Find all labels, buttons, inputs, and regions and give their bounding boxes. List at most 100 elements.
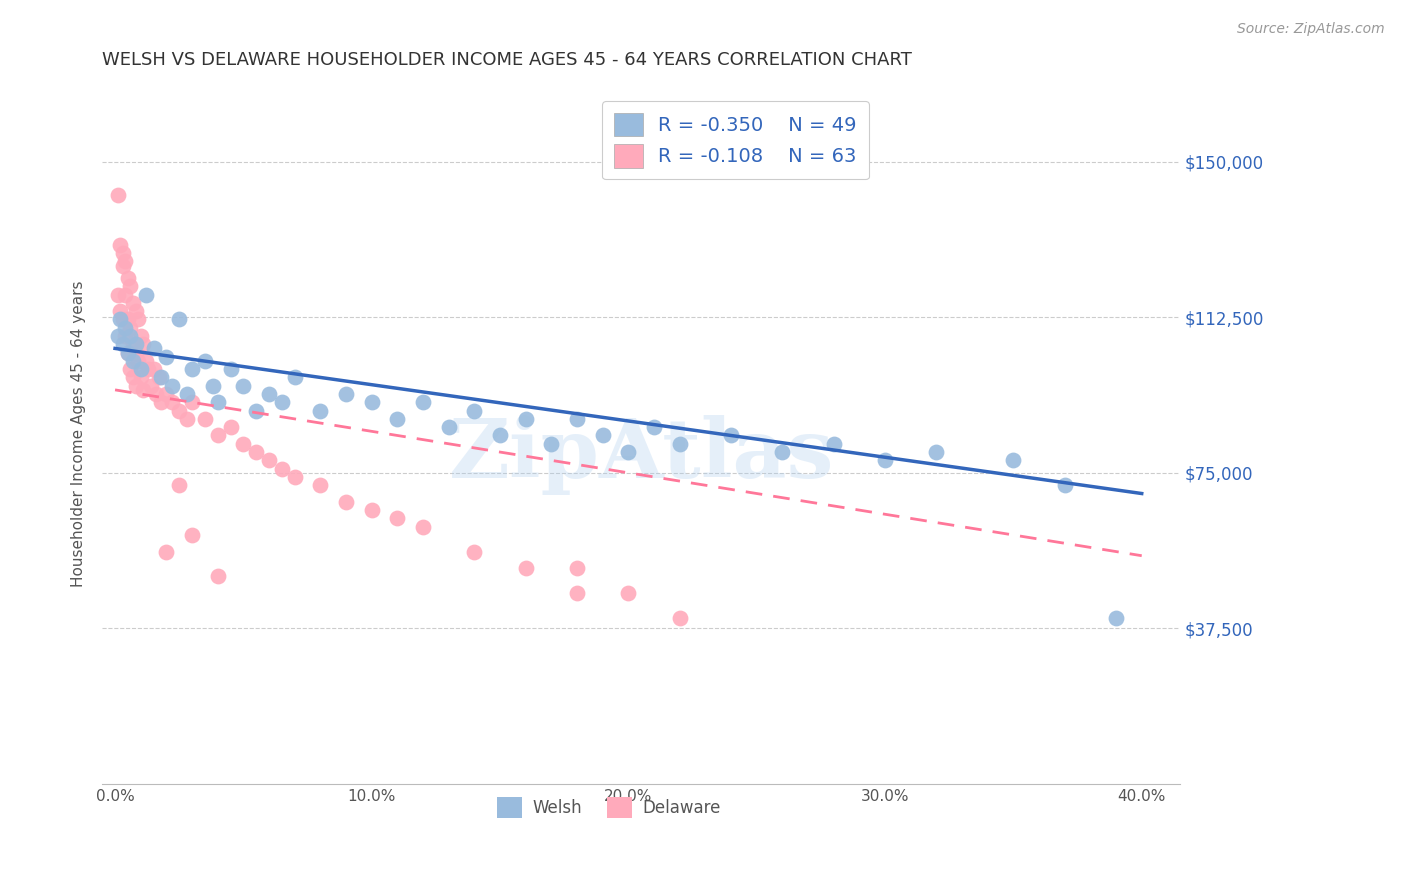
Point (124, 337, 146, 351)
Point (201, 378, 224, 392)
Point (232, 378, 254, 392)
Point (127, 312, 149, 326)
Point (463, 544, 485, 558)
Point (135, 354, 157, 368)
Point (167, 478, 190, 492)
Point (194, 412, 217, 426)
Point (111, 259, 134, 273)
Point (181, 395, 204, 409)
Point (617, 586, 640, 600)
Point (284, 370, 307, 384)
Point (114, 329, 136, 343)
Point (124, 304, 146, 318)
Point (770, 445, 793, 459)
Point (132, 383, 155, 397)
Point (1053, 478, 1076, 492)
Point (111, 312, 134, 326)
Point (565, 561, 588, 575)
Point (129, 329, 152, 343)
Point (309, 403, 332, 417)
Text: WELSH VS DELAWARE HOUSEHOLDER INCOME AGES 45 - 64 YEARS CORRELATION CHART: WELSH VS DELAWARE HOUSEHOLDER INCOME AGE… (103, 51, 912, 69)
Point (335, 387, 357, 401)
Text: ZipAtlas: ZipAtlas (449, 415, 834, 495)
Point (155, 350, 177, 364)
Point (176, 387, 198, 401)
Point (668, 611, 690, 625)
Point (181, 362, 204, 376)
Point (720, 428, 742, 442)
Point (129, 370, 152, 384)
Point (194, 354, 217, 368)
Point (387, 412, 409, 426)
Point (155, 387, 177, 401)
Point (155, 544, 177, 558)
Point (129, 362, 152, 376)
Text: Source: ZipAtlas.com: Source: ZipAtlas.com (1237, 22, 1385, 37)
Point (108, 237, 131, 252)
Point (245, 403, 267, 417)
Point (219, 362, 242, 376)
Point (515, 561, 537, 575)
Point (120, 279, 142, 293)
Point (257, 387, 280, 401)
Point (122, 337, 145, 351)
Point (167, 403, 190, 417)
Point (565, 586, 588, 600)
Point (207, 428, 229, 442)
Point (124, 345, 146, 359)
Point (412, 395, 434, 409)
Point (668, 437, 690, 451)
Point (132, 337, 155, 351)
Point (360, 503, 382, 517)
Point (135, 287, 157, 301)
Point (107, 287, 129, 301)
Point (107, 329, 129, 343)
Point (107, 188, 129, 202)
Point (925, 445, 948, 459)
Point (309, 478, 332, 492)
Point (207, 569, 229, 583)
Point (167, 312, 190, 326)
Point (437, 420, 460, 434)
Point (148, 370, 170, 384)
Point (122, 354, 145, 368)
Y-axis label: Householder Income Ages 45 - 64 years: Householder Income Ages 45 - 64 years (72, 281, 86, 587)
Point (127, 354, 149, 368)
Point (823, 437, 845, 451)
Legend: Welsh, Delaware: Welsh, Delaware (491, 790, 727, 824)
Point (142, 362, 165, 376)
Point (219, 420, 242, 434)
Point (117, 345, 139, 359)
Point (122, 370, 145, 384)
Point (150, 370, 173, 384)
Point (387, 511, 409, 525)
Point (114, 287, 136, 301)
Point (463, 403, 485, 417)
Point (335, 495, 357, 509)
Point (360, 395, 382, 409)
Point (245, 445, 267, 459)
Point (111, 337, 134, 351)
Point (565, 412, 588, 426)
Point (270, 461, 292, 475)
Point (873, 453, 896, 467)
Point (111, 246, 134, 260)
Point (117, 271, 139, 285)
Point (120, 362, 142, 376)
Point (114, 254, 136, 268)
Point (284, 470, 307, 484)
Point (108, 304, 131, 318)
Point (142, 342, 165, 356)
Point (489, 428, 512, 442)
Point (150, 395, 173, 409)
Point (122, 295, 145, 310)
Point (540, 437, 562, 451)
Point (232, 437, 254, 451)
Point (117, 312, 139, 326)
Point (120, 320, 142, 334)
Point (160, 378, 183, 392)
Point (120, 329, 142, 343)
Point (176, 412, 198, 426)
Point (160, 395, 183, 409)
Point (592, 428, 614, 442)
